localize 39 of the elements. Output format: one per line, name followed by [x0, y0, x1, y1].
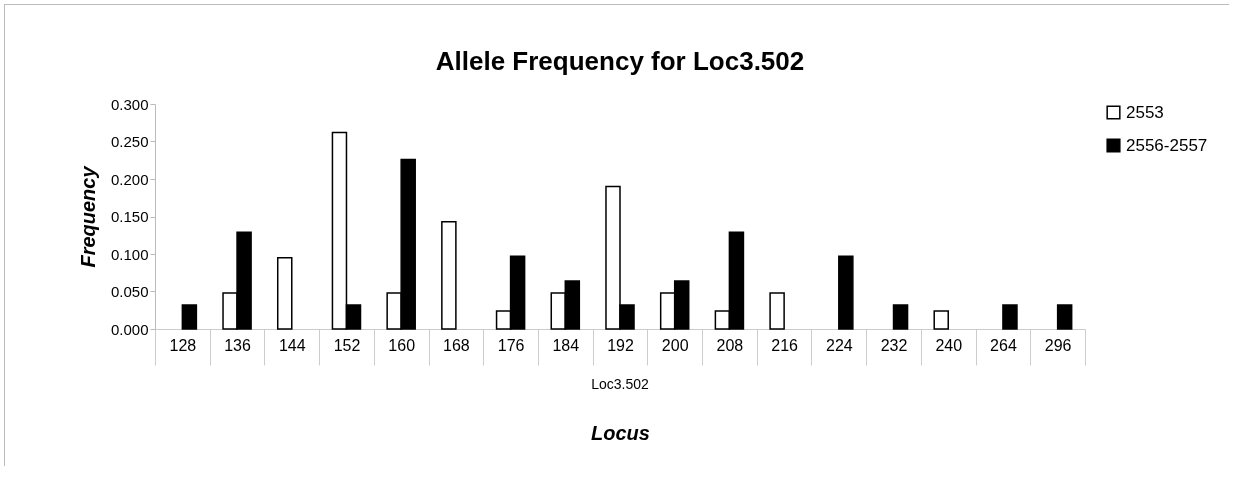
x-tick-label: 160 — [388, 336, 416, 354]
y-tick-label: 0.100 — [110, 245, 149, 263]
x-tick-label: 176 — [497, 336, 525, 354]
x-tick-label: 184 — [552, 336, 580, 354]
bar — [933, 310, 949, 330]
bar — [892, 304, 909, 330]
x-tick-label: 152 — [333, 336, 361, 354]
x-tick-label: 224 — [825, 336, 853, 354]
y-tick-label: 0.050 — [110, 283, 149, 300]
bar — [1002, 304, 1018, 330]
bar — [769, 292, 785, 330]
legend-label: 2556-2557 — [1126, 135, 1208, 155]
y-tick-label: 0.300 — [110, 95, 149, 113]
x-tick-label: 296 — [1044, 336, 1072, 354]
bar — [1056, 304, 1073, 330]
bar — [441, 221, 457, 330]
x-tick-label: 128 — [169, 336, 197, 354]
bar — [276, 257, 293, 330]
x-tick-label: 144 — [278, 336, 306, 354]
bar — [181, 304, 198, 330]
y-tick-label: 0.000 — [110, 320, 149, 338]
x-axis-title: Locus — [591, 422, 650, 444]
y-tick-label: 0.250 — [110, 133, 149, 150]
chart-title: Allele Frequency for Loc3.502 — [435, 46, 805, 76]
x-tick-label: 216 — [771, 336, 799, 354]
text: Loc3.502 — [591, 376, 650, 392]
x-tick-label: 232 — [880, 336, 908, 354]
x-tick-label: 168 — [443, 336, 470, 354]
x-tick-label: 192 — [607, 336, 634, 354]
bar — [838, 255, 854, 330]
legend-label: 2553 — [1126, 102, 1164, 122]
x-tick-label: 264 — [990, 336, 1017, 354]
x-tick-label: 200 — [661, 336, 689, 354]
y-tick-label: 0.150 — [110, 208, 149, 225]
y-axis-title: Frequency — [76, 165, 99, 268]
x-tick-label: 240 — [935, 336, 963, 354]
y-tick-label: 0.200 — [110, 170, 149, 188]
x-tick-label: 136 — [224, 336, 251, 354]
x-tick-label: 208 — [716, 336, 744, 354]
